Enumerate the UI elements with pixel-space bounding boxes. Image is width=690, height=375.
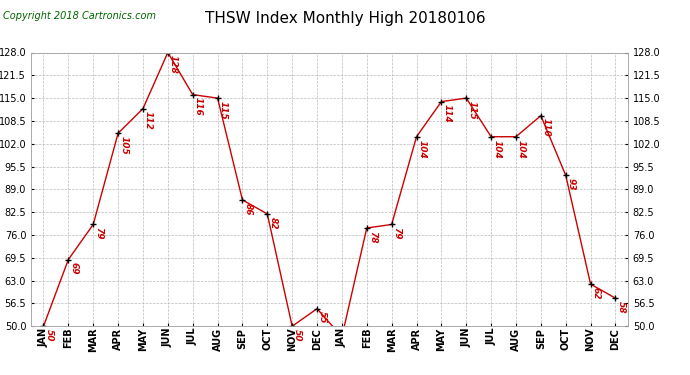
Text: 104: 104 bbox=[417, 140, 426, 158]
Text: 105: 105 bbox=[119, 136, 128, 155]
Text: 115: 115 bbox=[219, 101, 228, 120]
Text: 110: 110 bbox=[542, 118, 551, 137]
Text: 79: 79 bbox=[393, 227, 402, 240]
Text: 58: 58 bbox=[617, 301, 626, 313]
Text: 55: 55 bbox=[318, 312, 327, 324]
Text: 128: 128 bbox=[169, 55, 178, 74]
Text: 69: 69 bbox=[70, 262, 79, 275]
Text: 47: 47 bbox=[0, 374, 1, 375]
Text: 79: 79 bbox=[95, 227, 103, 240]
Text: 112: 112 bbox=[144, 111, 153, 130]
Text: 93: 93 bbox=[566, 178, 575, 190]
Text: THSW Index Monthly High 20180106: THSW Index Monthly High 20180106 bbox=[205, 11, 485, 26]
Text: 116: 116 bbox=[194, 98, 203, 116]
Text: 50: 50 bbox=[45, 329, 54, 342]
Text: Copyright 2018 Cartronics.com: Copyright 2018 Cartronics.com bbox=[3, 11, 157, 21]
Text: 115: 115 bbox=[467, 101, 476, 120]
Text: 50: 50 bbox=[293, 329, 302, 342]
Text: 78: 78 bbox=[368, 231, 377, 243]
Text: THSW  (°F): THSW (°F) bbox=[550, 24, 609, 34]
Text: 104: 104 bbox=[517, 140, 526, 158]
Text: 82: 82 bbox=[268, 217, 277, 229]
Text: 62: 62 bbox=[591, 287, 601, 299]
Text: 86: 86 bbox=[244, 202, 253, 215]
Text: 104: 104 bbox=[492, 140, 501, 158]
Text: 114: 114 bbox=[442, 104, 451, 123]
